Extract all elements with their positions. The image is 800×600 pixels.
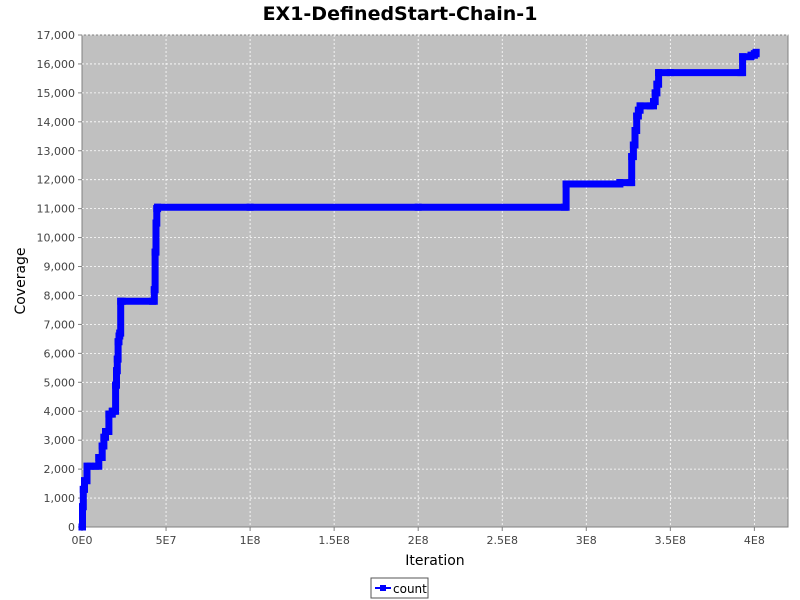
data-point [414,203,422,211]
x-tick-label: 1E8 [240,534,261,547]
data-point [653,80,661,88]
legend-series-marker [380,585,386,591]
data-point [79,485,87,493]
data-point [79,503,86,511]
data-point [98,442,106,450]
data-point [113,367,120,375]
data-point [118,297,126,305]
x-tick-label: 1.5E8 [318,534,349,547]
legend: count [370,577,429,599]
x-tick-label: 2E8 [408,534,429,547]
data-point [562,180,570,188]
data-point [628,153,636,161]
y-axis-ticks: 0 1,000 2,000 3,000 4,000 5,000 6,000 7,000 8,00… [37,29,82,534]
y-tick-label: 17,000 [37,29,76,42]
data-point [616,179,624,187]
legend-series-label: count [393,582,427,596]
y-tick-label: 8,000 [44,289,76,302]
data-point [81,477,88,485]
data-point [582,180,590,188]
y-tick-label: 1,000 [44,492,76,505]
data-point [650,98,657,106]
data-point [149,297,157,305]
y-tick-label: 12,000 [37,174,76,187]
data-point [626,179,634,187]
data-point [86,462,94,470]
data-point [560,203,568,211]
y-tick-label: 14,000 [37,116,76,129]
data-point [152,219,160,227]
data-point [737,69,745,77]
x-tick-label: 5E7 [156,534,177,547]
x-axis-label: Iteration [405,553,464,569]
data-point [114,338,122,346]
data-point [651,89,659,97]
y-tick-label: 15,000 [37,87,76,100]
data-point [151,248,159,256]
data-point [646,102,654,110]
x-tick-label: 3.5E8 [655,534,686,547]
data-point [95,454,103,461]
data-point [629,141,637,149]
y-tick-label: 6,000 [44,347,76,360]
data-point [103,428,111,435]
y-tick-label: 13,000 [37,145,76,158]
x-tick-label: 3E8 [576,534,597,547]
data-point [739,53,747,61]
data-point [752,48,760,56]
data-point [633,112,641,120]
x-tick-label: 2.5E8 [487,534,518,547]
legend-box [370,577,429,599]
x-tick-label: 4E8 [744,534,765,547]
data-point [78,523,86,531]
y-tick-label: 10,000 [37,232,76,245]
data-point [112,381,120,389]
x-axis-ticks: 0E0 5E7 1E8 1.5E8 2E8 2.5E8 3E8 3.5E8 4E8 [72,527,765,547]
data-point [100,433,108,441]
y-tick-label: 5,000 [44,376,76,389]
series-layer [78,48,760,531]
chart-title: EX1-DefinedStart-Chain-1 [263,3,538,25]
y-tick-label: 11,000 [37,203,76,216]
y-tick-label: 2,000 [44,463,76,476]
y-tick-label: 4,000 [44,405,76,418]
x-tick-label: 0E0 [72,534,93,547]
data-point [634,106,642,114]
data-point [631,127,639,134]
y-tick-label: 3,000 [44,434,76,447]
y-tick-label: 9,000 [44,261,76,274]
data-point [150,286,158,294]
data-point [91,462,99,470]
data-point [666,69,674,77]
data-point [246,203,254,211]
data-point [113,355,121,363]
plot-area [81,34,789,528]
data-point [636,102,644,110]
data-point [116,329,124,337]
data-point [154,203,162,211]
data-point [110,407,118,415]
y-tick-label: 16,000 [37,58,76,71]
y-tick-label: 7,000 [44,318,76,331]
y-tick-label: 0 [68,521,75,534]
y-axis-label: Coverage [13,247,29,314]
data-point [655,69,663,77]
